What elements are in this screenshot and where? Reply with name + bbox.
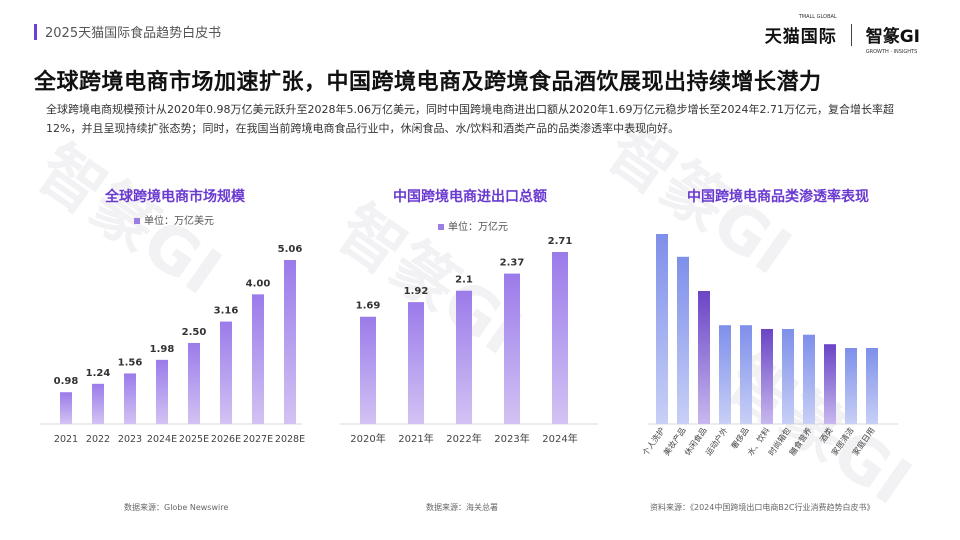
chart-china-import-export: 中国跨境电商进出口总额 单位：万亿元 1.69 2020年 1.92 2021年 2.1… xyxy=(340,186,600,516)
gi-logo-text: 智篆GI xyxy=(865,27,920,47)
bar xyxy=(284,260,296,424)
bar xyxy=(677,256,689,424)
bar xyxy=(782,329,794,424)
chart-unit: 单位：万亿美元 xyxy=(134,212,214,227)
chart-category-penetration: 中国跨境电商品类渗透率表现 个人洗护 美妆产品 休闲食品 运动户外 奢侈品 水、饮料 时尚箱… xyxy=(628,186,928,516)
bar xyxy=(252,294,264,424)
legend-square-icon xyxy=(134,218,140,224)
chart-title: 全球跨境电商市场规模 xyxy=(105,189,245,205)
chart-unit-text: 单位：万亿元 xyxy=(448,222,508,233)
gi-logo-subtext: GROWTH · INSIGHTS xyxy=(865,49,918,55)
x-tick-label: 2021 xyxy=(54,434,78,445)
bar xyxy=(92,383,104,424)
x-tick-label: 奢侈品 xyxy=(729,425,751,450)
x-tick-label: 2026E xyxy=(211,434,241,445)
data-label: 1.98 xyxy=(150,344,175,355)
data-label: 3.16 xyxy=(214,306,239,317)
x-tick-label: 2020年 xyxy=(350,432,385,445)
chart-title: 中国跨境电商品类渗透率表现 xyxy=(687,189,869,205)
bar xyxy=(698,291,710,424)
brand-logos: 天猫国际 TMALL GLOBAL 智篆GI GROWTH · INSIGHTS xyxy=(764,14,920,55)
report-tag: 2025天猫国际食品趋势白皮书 xyxy=(34,22,221,41)
chart-plot: 1.69 2020年 1.92 2021年 2.1 2022年 2.37 2023年 2.71 2… xyxy=(340,236,598,445)
bar xyxy=(845,348,857,424)
data-label: 1.56 xyxy=(118,357,143,368)
data-label: 5.06 xyxy=(278,244,303,255)
bar xyxy=(740,325,752,424)
data-label: 4.00 xyxy=(246,278,271,289)
bar xyxy=(360,316,376,424)
bar xyxy=(552,252,568,424)
bar xyxy=(456,290,472,424)
bar xyxy=(60,392,72,424)
chart-unit-text: 单位：万亿美元 xyxy=(144,216,214,227)
bar xyxy=(761,329,773,424)
bar xyxy=(824,344,836,424)
report-tag-text: 2025天猫国际食品趋势白皮书 xyxy=(45,26,222,41)
chart-unit: 单位：万亿元 xyxy=(438,218,508,233)
bar xyxy=(124,373,136,424)
bar xyxy=(156,359,168,424)
page-title: 全球跨境电商市场加速扩张，中国跨境电商及跨境食品酒饮展现出持续增长潜力 xyxy=(34,70,822,95)
chart-source: 数据来源：Globe Newswire xyxy=(124,503,229,512)
chart-title: 中国跨境电商进出口总额 xyxy=(393,189,547,205)
x-tick-label: 2025E xyxy=(179,434,209,445)
intro-paragraph: 全球跨境电商规模预计从2020年0.98万亿美元跃升至2028年5.06万亿美元… xyxy=(46,103,894,135)
bar xyxy=(656,234,668,424)
x-tick-label: 2024年 xyxy=(542,432,577,445)
data-label: 2.71 xyxy=(548,236,573,247)
bar xyxy=(803,334,815,424)
x-tick-label: 2022 xyxy=(86,434,110,445)
x-tick-label: 2024E xyxy=(147,434,177,445)
x-tick-label: 酒类 xyxy=(817,425,834,444)
legend-square-icon xyxy=(438,224,444,230)
chart-global-market: 全球跨境电商市场规模 单位：万亿美元 0.98 2021 1.24 2022 1.56 2… xyxy=(40,186,310,516)
chart-plot: 0.98 2021 1.24 2022 1.56 2023 1.98 2024E 2.50 202… xyxy=(40,244,305,445)
data-label: 1.69 xyxy=(356,301,381,312)
bar xyxy=(866,348,878,424)
bar xyxy=(220,321,232,424)
bar xyxy=(504,273,520,424)
x-tick-label: 2028E xyxy=(275,434,305,445)
tmall-logo-subtext: TMALL GLOBAL xyxy=(798,14,837,20)
bar xyxy=(719,325,731,424)
gi-logo: 智篆GI GROWTH · INSIGHTS xyxy=(865,22,920,55)
bar xyxy=(188,342,200,424)
data-label: 2.37 xyxy=(500,258,525,269)
data-label: 0.98 xyxy=(54,376,79,387)
x-tick-label: 2023年 xyxy=(494,432,529,445)
chart-source: 数据来源：海关总署 xyxy=(426,503,498,512)
data-label: 2.1 xyxy=(455,275,473,286)
x-tick-label: 2021年 xyxy=(398,432,433,445)
brand-divider xyxy=(850,23,852,46)
data-label: 1.92 xyxy=(404,286,429,297)
x-tick-label: 2027E xyxy=(243,434,273,445)
tmall-logo-text: 天猫国际 xyxy=(764,27,837,47)
data-label: 1.24 xyxy=(86,368,111,379)
x-tick-label: 2023 xyxy=(118,434,142,445)
x-tick-label: 2022年 xyxy=(446,432,481,445)
chart-source: 资料来源：《2024中国跨境出口电商B2C行业消费趋势白皮书》 xyxy=(650,503,875,512)
data-label: 2.50 xyxy=(182,327,207,338)
bar xyxy=(408,302,424,424)
tmall-logo: 天猫国际 TMALL GLOBAL xyxy=(764,14,837,47)
tag-accent-bar xyxy=(34,23,37,40)
